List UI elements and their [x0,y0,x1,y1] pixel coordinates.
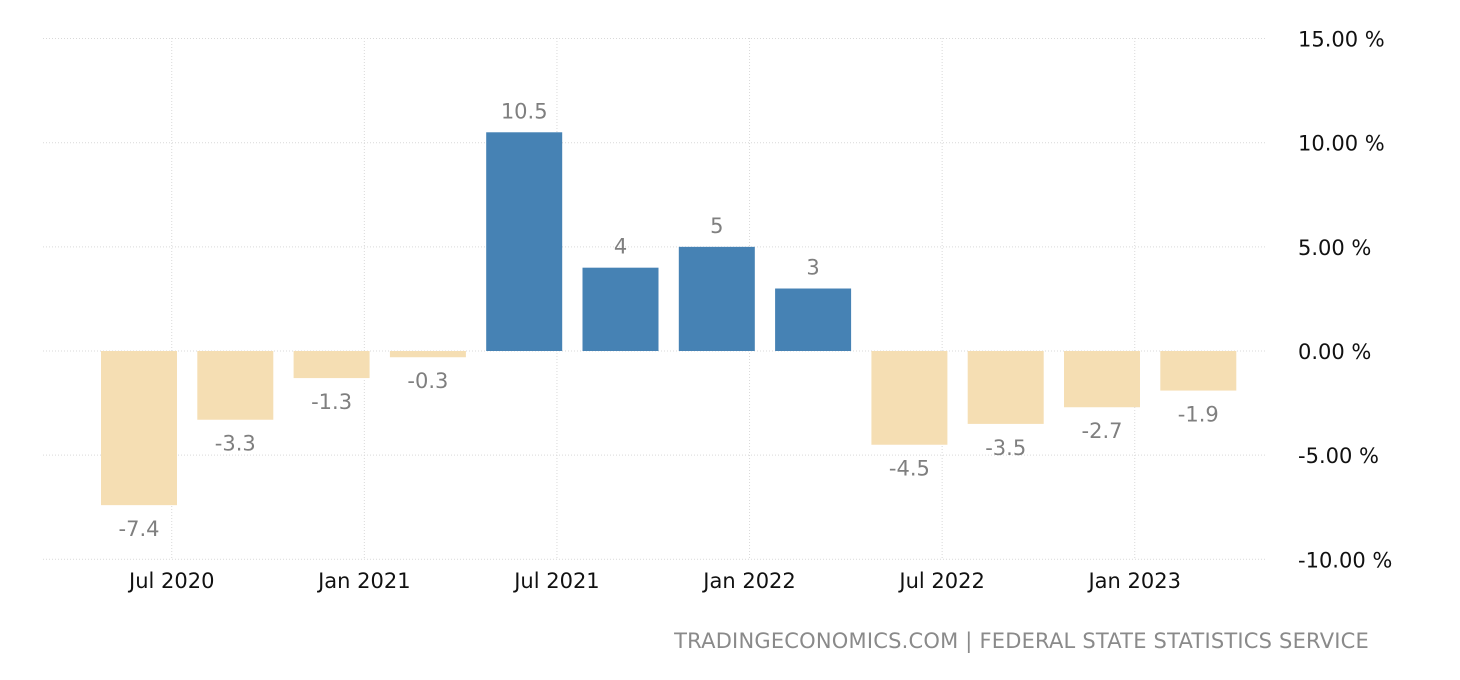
bar [486,132,563,351]
data-label: -2.7 [1082,419,1123,443]
y-tick-label: 15.00 % [1298,28,1385,52]
x-tick-label: Jul 2022 [897,569,984,593]
data-label: -0.3 [407,369,448,393]
data-label: -7.4 [119,517,160,541]
data-label: -1.3 [311,390,352,414]
bar [1160,351,1237,391]
x-tick-label: Jan 2021 [316,569,411,593]
data-label: -3.3 [215,432,256,456]
bar [775,288,852,351]
x-tick-label: Jan 2023 [1086,569,1181,593]
data-label: 4 [614,235,627,259]
data-label: 5 [710,214,723,238]
x-tick-label: Jan 2022 [701,569,796,593]
data-label: 10.5 [501,99,548,123]
bar [1064,351,1140,408]
source-caption: TRADINGECONOMICS.COM | FEDERAL STATE STA… [674,629,1369,653]
y-tick-label: 0.00 % [1298,340,1371,364]
data-label: -3.5 [985,436,1026,460]
bar [582,267,659,351]
y-tick-label: -10.00 % [1298,548,1392,572]
bar [389,351,466,358]
bar [101,351,177,506]
x-tick-label: Jul 2020 [127,569,214,593]
bar [678,246,755,351]
bar [967,351,1044,424]
data-label: -4.5 [889,457,930,481]
bar [871,351,948,445]
y-tick-label: 10.00 % [1298,132,1385,156]
y-tick-label: -5.00 % [1298,444,1379,468]
data-label: -1.9 [1178,403,1219,427]
x-tick-label: Jul 2021 [512,569,599,593]
bar [197,351,274,420]
bar [293,351,370,379]
data-label: 3 [806,256,819,280]
y-tick-label: 5.00 % [1298,236,1371,260]
